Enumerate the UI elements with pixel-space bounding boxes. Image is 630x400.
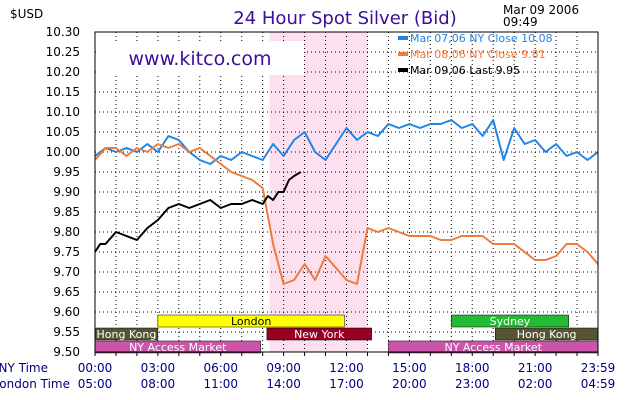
chart-title: 24 Hour Spot Silver (Bid) — [233, 8, 456, 29]
timestamp-date: Mar 09 2006 — [503, 3, 579, 17]
x-tick-label-ny: 18:00 — [455, 361, 490, 375]
x-tick-label-ny: 12:00 — [329, 361, 364, 375]
legend-swatch — [398, 68, 408, 72]
market-session-label: Hong Kong — [517, 328, 577, 341]
legend-label: Mar 09,06 Last 9.95 — [410, 64, 520, 77]
market-session-label: London — [231, 315, 271, 328]
market-session-bar — [266, 327, 372, 341]
watermark-box — [97, 41, 304, 75]
legend-swatch — [398, 52, 408, 56]
y-tick-label: 9.90 — [53, 185, 80, 199]
y-tick-label: 10.15 — [46, 85, 80, 99]
series-line-1 — [94, 119, 599, 165]
legend-label: Mar 07,06 NY Close 10.08 — [410, 32, 553, 45]
legend-label: Mar 08,06 NY Close 9.81 — [410, 48, 546, 61]
y-tick-label: 9.75 — [53, 245, 80, 259]
x-tick-label-london: 23:00 — [455, 377, 490, 391]
market-session-label: NY Access Market — [444, 341, 542, 354]
y-tick-label: 10.25 — [46, 45, 80, 59]
x-tick-label-london: 20:00 — [392, 377, 427, 391]
x-tick-label-ny: 23:59 — [581, 361, 616, 375]
y-tick-label: 9.60 — [53, 305, 80, 319]
y-tick-label: 9.95 — [53, 165, 80, 179]
market-session-label: New York — [294, 328, 345, 341]
x-axis-row-label-london: London Time — [0, 377, 70, 391]
x-tick-label-london: 11:00 — [203, 377, 238, 391]
y-axis-unit-label: $USD — [10, 7, 43, 21]
x-tick-label-ny: 09:00 — [266, 361, 301, 375]
market-session-bar — [157, 314, 345, 328]
x-tick-label-london: 02:00 — [518, 377, 553, 391]
x-tick-label-london: 04:59 — [581, 377, 616, 391]
y-tick-label: 10.10 — [46, 105, 80, 119]
x-tick-label-ny: 15:00 — [392, 361, 427, 375]
y-tick-label: 10.05 — [46, 125, 80, 139]
timestamp-time: 09:49 — [503, 15, 538, 29]
watermark-text: www.kitco.com — [128, 48, 271, 70]
x-tick-label-ny: 21:00 — [518, 361, 553, 375]
y-tick-label: 10.20 — [46, 65, 80, 79]
x-tick-label-london: 08:00 — [141, 377, 176, 391]
market-session-label: Sydney — [490, 315, 531, 328]
x-axis-row-label-ny: NY Time — [0, 361, 48, 375]
y-tick-label: 9.50 — [53, 345, 80, 359]
x-tick-label-ny: 00:00 — [78, 361, 113, 375]
legend-swatch — [398, 36, 408, 40]
x-tick-label-london: 17:00 — [329, 377, 364, 391]
x-tick-label-ny: 06:00 — [203, 361, 238, 375]
series-line-2 — [94, 143, 599, 285]
x-tick-label-london: 05:00 — [78, 377, 113, 391]
market-session-label: Hong Kong — [97, 328, 157, 341]
series-line-3 — [94, 171, 302, 253]
y-tick-label: 9.70 — [53, 265, 80, 279]
x-tick-label-ny: 03:00 — [141, 361, 176, 375]
x-tick-label-london: 14:00 — [266, 377, 301, 391]
y-tick-label: 9.65 — [53, 285, 80, 299]
market-session-label: NY Access Market — [129, 341, 227, 354]
y-tick-label: 10.30 — [46, 25, 80, 39]
y-tick-label: 9.85 — [53, 205, 80, 219]
y-tick-label: 9.55 — [53, 325, 80, 339]
y-tick-label: 9.80 — [53, 225, 80, 239]
y-tick-label: 10.00 — [46, 145, 80, 159]
market-session-bar — [451, 314, 569, 328]
